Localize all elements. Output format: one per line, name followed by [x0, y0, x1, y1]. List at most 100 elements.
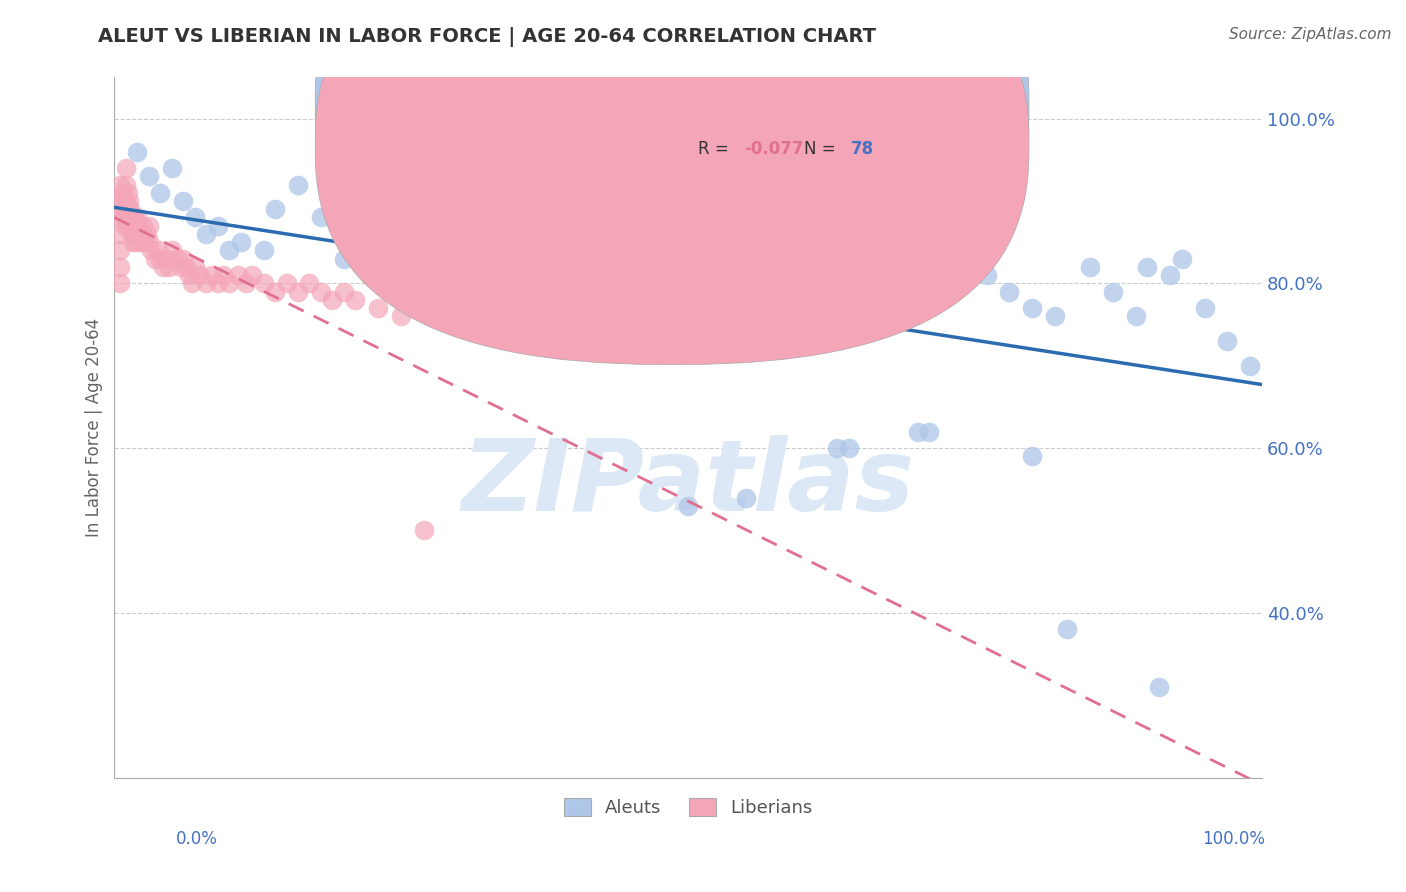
- Point: [827, 441, 849, 455]
- Point: [121, 235, 143, 249]
- Point: [115, 211, 138, 225]
- Point: [849, 310, 872, 324]
- Point: [676, 252, 699, 266]
- Point: [127, 211, 149, 225]
- Point: [190, 268, 212, 282]
- Point: [152, 260, 174, 274]
- Point: [121, 227, 143, 241]
- Point: [344, 293, 367, 307]
- Point: [1216, 334, 1239, 348]
- Point: [654, 268, 676, 282]
- Point: [138, 169, 160, 184]
- Point: [505, 260, 527, 274]
- Point: [108, 194, 131, 208]
- Text: 100.0%: 100.0%: [1202, 830, 1265, 847]
- Text: N =: N =: [804, 99, 841, 117]
- Point: [172, 252, 194, 266]
- Point: [252, 244, 274, 258]
- Point: [108, 211, 131, 225]
- Point: [132, 219, 155, 233]
- Point: [117, 186, 139, 200]
- Y-axis label: In Labor Force | Age 20-64: In Labor Force | Age 20-64: [86, 318, 103, 537]
- Point: [131, 227, 153, 241]
- Point: [121, 219, 143, 233]
- Point: [298, 277, 321, 291]
- Point: [138, 235, 160, 249]
- Point: [218, 277, 240, 291]
- Point: [170, 260, 193, 274]
- Point: [121, 211, 143, 225]
- Point: [585, 285, 607, 299]
- Text: R =: R =: [699, 99, 734, 117]
- Point: [814, 301, 837, 315]
- Point: [218, 244, 240, 258]
- Point: [112, 211, 135, 225]
- Point: [120, 219, 142, 233]
- Point: [907, 244, 929, 258]
- Point: [174, 260, 197, 274]
- Point: [117, 219, 139, 233]
- Point: [276, 277, 298, 291]
- Point: [1101, 285, 1123, 299]
- Point: [108, 227, 131, 241]
- Point: [108, 244, 131, 258]
- FancyBboxPatch shape: [315, 0, 1029, 324]
- Point: [159, 260, 181, 274]
- Point: [166, 252, 188, 266]
- Point: [769, 285, 792, 299]
- Point: [115, 194, 138, 208]
- Text: 58: 58: [851, 99, 875, 117]
- Point: [207, 219, 229, 233]
- Text: N =: N =: [804, 140, 841, 158]
- Point: [122, 227, 145, 241]
- Point: [309, 285, 332, 299]
- Text: ALEUT VS LIBERIAN IN LABOR FORCE | AGE 20-64 CORRELATION CHART: ALEUT VS LIBERIAN IN LABOR FORCE | AGE 2…: [98, 27, 876, 46]
- Point: [333, 285, 356, 299]
- Point: [108, 260, 131, 274]
- Point: [111, 186, 134, 200]
- Point: [229, 235, 252, 249]
- Point: [1078, 260, 1101, 274]
- Text: 0.0%: 0.0%: [176, 830, 218, 847]
- Point: [734, 491, 756, 505]
- Point: [1021, 301, 1043, 315]
- Point: [228, 268, 250, 282]
- Point: [620, 318, 643, 332]
- Point: [252, 277, 274, 291]
- Point: [998, 285, 1021, 299]
- Point: [184, 260, 207, 274]
- Point: [929, 260, 952, 274]
- Point: [287, 285, 309, 299]
- Point: [734, 277, 756, 291]
- Point: [389, 310, 412, 324]
- Point: [124, 219, 146, 233]
- Point: [1147, 680, 1170, 694]
- Point: [117, 202, 139, 217]
- Point: [128, 235, 150, 249]
- Point: [333, 252, 356, 266]
- Text: R =: R =: [699, 140, 734, 158]
- Point: [122, 211, 145, 225]
- Point: [883, 235, 905, 249]
- Point: [918, 425, 941, 439]
- Point: [112, 194, 135, 208]
- Text: -0.218: -0.218: [744, 99, 804, 117]
- Point: [1056, 622, 1078, 636]
- Point: [235, 277, 257, 291]
- Point: [128, 219, 150, 233]
- Point: [155, 252, 177, 266]
- Point: [172, 194, 194, 208]
- Point: [1239, 359, 1261, 373]
- Point: [108, 178, 131, 192]
- Point: [287, 178, 309, 192]
- FancyBboxPatch shape: [315, 0, 1029, 365]
- Point: [127, 227, 149, 241]
- Point: [135, 227, 157, 241]
- Point: [367, 301, 389, 315]
- Point: [212, 268, 235, 282]
- Point: [1021, 450, 1043, 464]
- Point: [907, 425, 929, 439]
- Point: [146, 244, 169, 258]
- Point: [114, 202, 136, 217]
- Point: [1045, 310, 1067, 324]
